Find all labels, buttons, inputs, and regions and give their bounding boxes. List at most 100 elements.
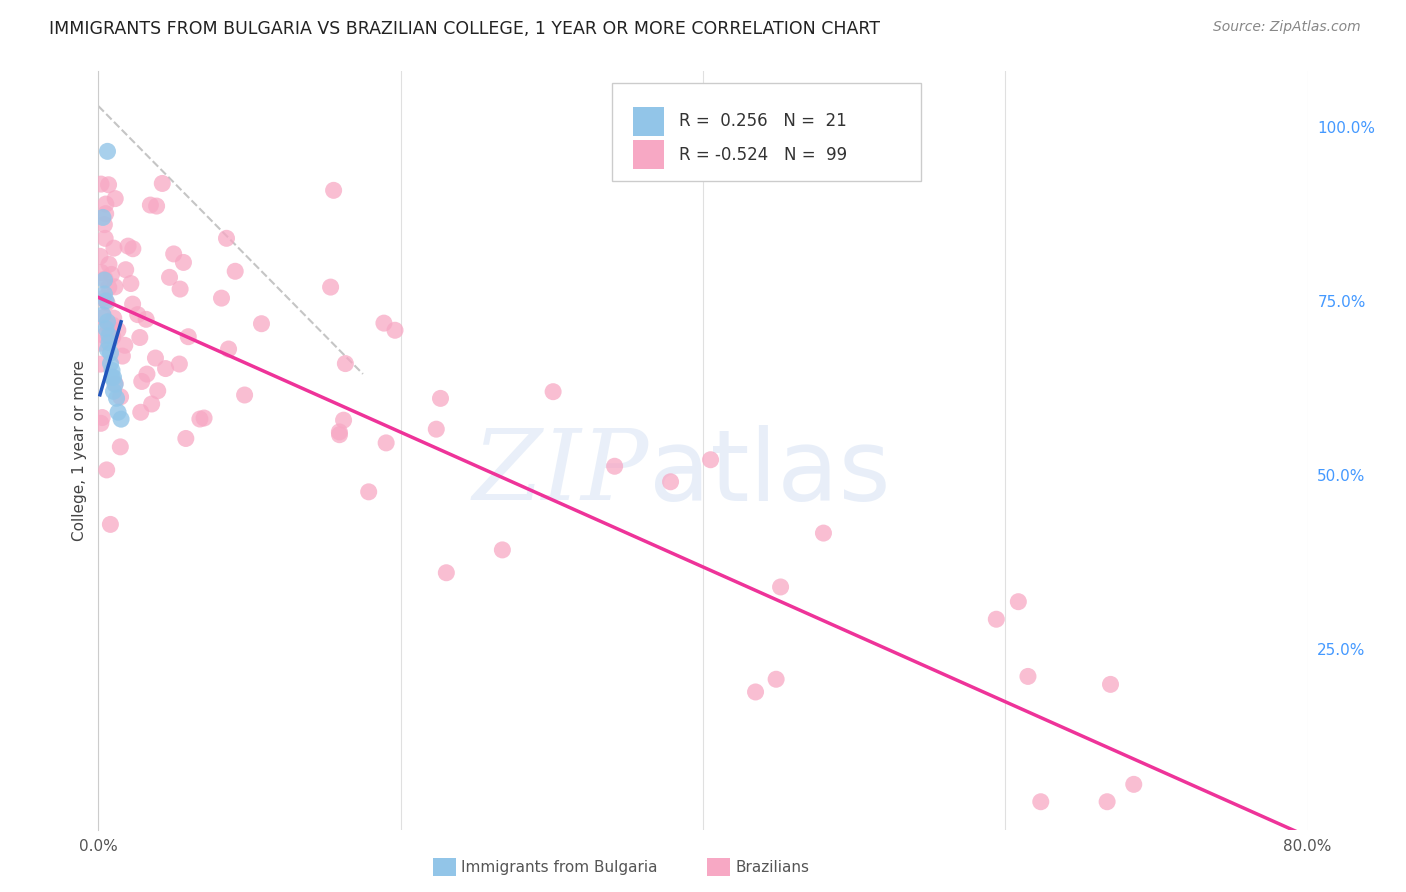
Y-axis label: College, 1 year or more: College, 1 year or more — [72, 360, 87, 541]
Point — [91, 308, 114, 322]
Point — [90, 417, 112, 431]
Point — [96, 315, 118, 329]
Point — [103, 311, 125, 326]
Point — [114, 262, 136, 277]
Point — [98, 257, 121, 271]
Point — [128, 330, 150, 344]
Point — [96, 145, 118, 159]
Point — [145, 199, 167, 213]
Point — [1095, 795, 1118, 809]
Point — [104, 377, 127, 392]
Point — [93, 218, 115, 232]
Point — [100, 321, 122, 335]
Point — [744, 685, 766, 699]
FancyBboxPatch shape — [633, 107, 664, 136]
Point — [93, 287, 115, 301]
Point — [211, 291, 233, 305]
Point — [114, 338, 136, 352]
Point — [93, 291, 115, 305]
Point — [101, 363, 124, 377]
Point — [94, 272, 117, 286]
Point — [93, 328, 115, 343]
Point — [250, 317, 273, 331]
Point — [111, 349, 134, 363]
Text: Brazilians: Brazilians — [735, 860, 810, 874]
Point — [90, 265, 112, 279]
Point — [172, 255, 194, 269]
Point — [100, 268, 122, 282]
Text: Source: ZipAtlas.com: Source: ZipAtlas.com — [1213, 20, 1361, 34]
Point — [127, 308, 149, 322]
Point — [98, 335, 121, 350]
Point — [1122, 777, 1144, 791]
Point — [541, 384, 564, 399]
Point — [110, 440, 132, 454]
Point — [155, 361, 177, 376]
Point — [100, 346, 122, 360]
Point — [91, 410, 114, 425]
FancyBboxPatch shape — [613, 83, 921, 181]
Point — [122, 242, 145, 256]
Point — [103, 241, 125, 255]
Point — [218, 342, 240, 356]
Point — [101, 318, 124, 332]
Point — [105, 392, 128, 406]
Point — [1007, 595, 1029, 609]
Point — [101, 330, 124, 344]
Point — [98, 328, 121, 343]
Point — [100, 517, 122, 532]
Point — [434, 566, 457, 580]
Point — [97, 178, 120, 192]
FancyBboxPatch shape — [633, 140, 664, 169]
Point — [659, 475, 682, 489]
Point — [96, 343, 118, 357]
Point — [174, 432, 197, 446]
Point — [145, 351, 167, 365]
Point — [94, 197, 117, 211]
Point — [117, 239, 139, 253]
Point — [233, 388, 256, 402]
Point — [121, 297, 143, 311]
Point — [163, 247, 186, 261]
Point — [100, 326, 122, 341]
Point — [177, 329, 200, 343]
Point — [1099, 677, 1122, 691]
Point — [107, 323, 129, 337]
Point — [224, 264, 246, 278]
Point — [193, 411, 215, 425]
Point — [104, 192, 127, 206]
Point — [120, 277, 142, 291]
Point — [103, 384, 125, 399]
Point — [94, 231, 117, 245]
Point — [986, 612, 1008, 626]
Point — [101, 370, 124, 384]
Point — [425, 422, 447, 436]
Point — [146, 384, 169, 398]
Point — [104, 280, 127, 294]
Point — [429, 392, 451, 406]
Point — [96, 295, 118, 310]
Point — [131, 375, 153, 389]
Point — [110, 412, 132, 426]
Point — [169, 282, 191, 296]
Point — [159, 270, 181, 285]
Point — [765, 672, 787, 686]
Point — [384, 323, 406, 337]
Point — [1029, 795, 1052, 809]
Text: atlas: atlas — [648, 425, 890, 522]
Point — [769, 580, 792, 594]
Point — [97, 280, 120, 294]
Point — [1017, 669, 1039, 683]
Point — [373, 316, 395, 330]
Point — [150, 177, 173, 191]
Point — [491, 542, 513, 557]
Point — [96, 463, 118, 477]
Point — [139, 198, 162, 212]
Point — [129, 405, 152, 419]
Point — [699, 452, 721, 467]
Point — [135, 312, 157, 326]
Point — [89, 357, 111, 371]
Point — [91, 211, 114, 225]
Point — [136, 367, 159, 381]
Text: R =  0.256   N =  21: R = 0.256 N = 21 — [679, 112, 846, 130]
